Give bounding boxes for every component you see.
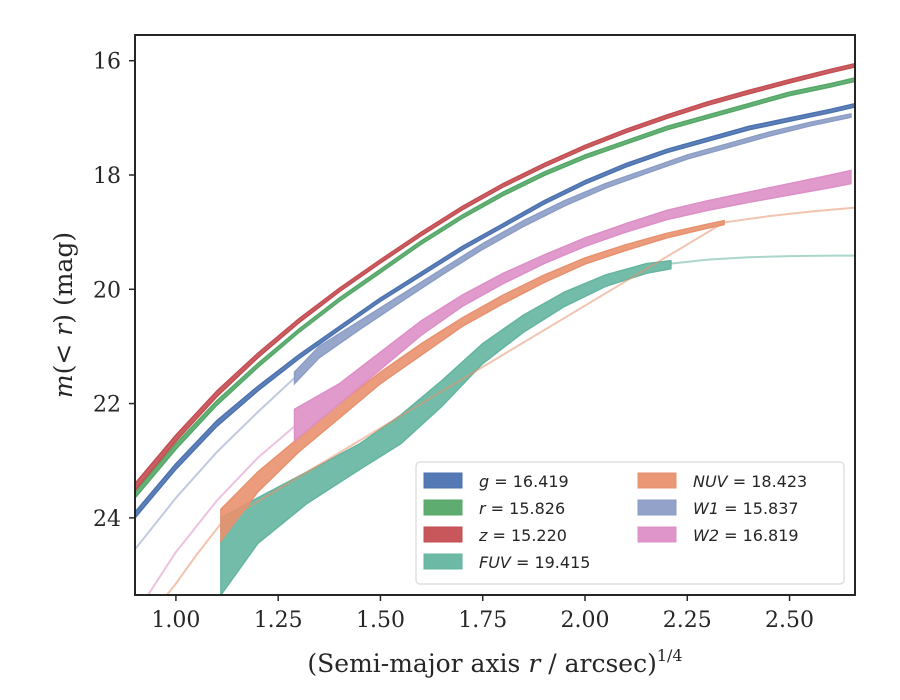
y-axis-label-close: )	[49, 314, 78, 324]
series-r	[135, 77, 855, 500]
legend: g = 16.419 r = 15.826 z = 15.220 FUV = 19.4…	[415, 461, 845, 585]
y-axis: 16 18 20 22 24	[93, 50, 135, 532]
legend-label: NUV = 18.423	[693, 472, 807, 491]
legend-swatch	[637, 499, 677, 516]
y-axis-label-lt: <	[49, 336, 78, 365]
legend-item-r: r = 15.826	[423, 499, 565, 518]
x-tick-label: 1.75	[458, 608, 507, 633]
x-tick-label: 2.50	[765, 608, 814, 633]
x-tick-label: 2.25	[663, 608, 712, 633]
y-tick-label: 24	[93, 507, 121, 532]
legend-item-z: z = 15.220	[423, 526, 567, 545]
series-w1	[135, 112, 852, 550]
series-g	[135, 102, 855, 520]
legend-label: z = 15.220	[478, 526, 567, 545]
series-fuv-extrapolation	[670, 254, 855, 265]
legend-item-g: g = 16.419	[423, 472, 569, 491]
series-w1-extrapolation	[135, 377, 296, 550]
y-axis-label-r: r	[49, 322, 78, 336]
series-z-band	[135, 62, 855, 492]
y-axis-label-m: m	[49, 374, 78, 398]
legend-swatch	[637, 472, 677, 489]
x-axis-label-prefix: (Semi-major axis	[307, 649, 528, 678]
legend-item-w2: W2 = 16.819	[637, 526, 799, 545]
series-w2-band	[293, 169, 852, 443]
legend-box	[415, 461, 845, 585]
legend-swatch	[423, 472, 463, 489]
x-tick-label: 2.00	[561, 608, 610, 633]
legend-label: FUV = 19.415	[479, 553, 590, 572]
x-tick-label: 1.50	[356, 608, 405, 633]
y-tick-label: 16	[93, 50, 121, 75]
x-axis: 1.00 1.25 1.50 1.75 2.00 2.25 2.50	[151, 595, 814, 633]
x-tick-label: 1.00	[151, 608, 200, 633]
legend-label: g = 16.419	[479, 472, 569, 491]
series-w1-band	[293, 112, 852, 386]
y-tick-label: 20	[93, 278, 121, 303]
series-nuv-band	[220, 219, 725, 543]
legend-label: W2 = 16.819	[693, 526, 799, 545]
legend-label: W1 = 15.837	[693, 499, 799, 518]
x-axis-label-sup: 1/4	[657, 646, 683, 665]
x-tick-label: 1.25	[254, 608, 303, 633]
legend-item-w1: W1 = 15.837	[637, 499, 799, 518]
y-axis-label-open: (	[49, 365, 78, 375]
series-w2-extrapolation	[146, 425, 296, 595]
y-axis-label-unit: (mag)	[49, 232, 78, 314]
x-axis-label-var: r	[528, 649, 542, 678]
y-tick-label: 22	[93, 393, 121, 418]
legend-swatch	[637, 526, 677, 543]
legend-label: r = 15.826	[479, 499, 565, 518]
series-layer	[135, 62, 855, 595]
series-nuv	[165, 206, 855, 595]
legend-item-nuv: NUV = 18.423	[637, 472, 807, 491]
plot-area-frame	[134, 34, 856, 596]
x-axis-label: (Semi-major axis r / arcsec)1/4	[307, 646, 682, 678]
series-z	[135, 62, 855, 492]
series-w2	[146, 169, 852, 595]
y-axis-label: m(< r) (mag)	[49, 232, 78, 398]
series-g-band	[135, 102, 855, 520]
legend-swatch	[423, 499, 463, 516]
y-tick-label: 18	[93, 164, 121, 189]
series-r-band	[135, 77, 855, 500]
x-axis-label-suffix: / arcsec)	[540, 649, 657, 678]
legend-item-fuv: FUV = 19.415	[423, 553, 590, 572]
legend-swatch	[423, 553, 463, 570]
legend-swatch	[423, 526, 463, 543]
